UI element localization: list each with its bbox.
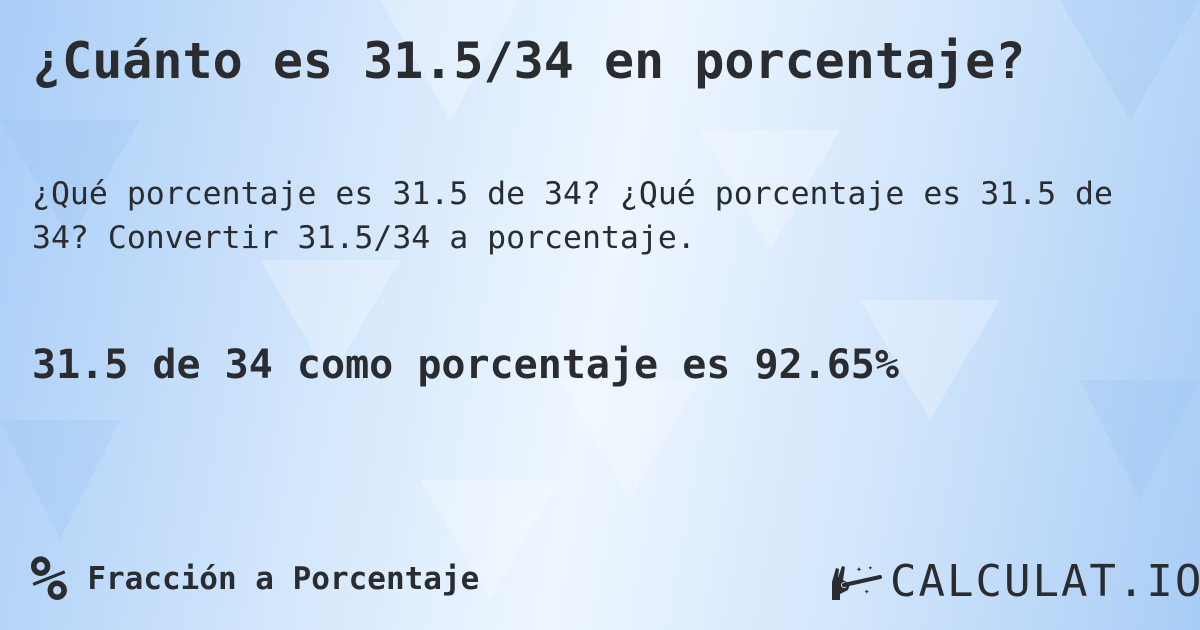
svg-text:✦: ✦ [856, 564, 862, 575]
svg-text:✦: ✦ [864, 587, 870, 597]
page-title: ¿Cuánto es 31.5/34 en porcentaje? [32, 32, 1026, 90]
magic-hand-wand-icon: ✦ ✦ ✦ [832, 563, 882, 600]
category-link[interactable]: % Fracción a Porcentaje [30, 548, 479, 610]
svg-text:✦: ✦ [868, 563, 873, 572]
percent-icon: % [30, 542, 68, 615]
result-text: 31.5 de 34 como porcentaje es 92.65% [32, 342, 899, 388]
logo[interactable]: ✦ ✦ ✦ CALCULAT.IO [828, 556, 1200, 607]
category-label: Fracción a Porcentaje [87, 561, 480, 597]
logo-text: CALCULAT.IO [890, 556, 1200, 607]
description: ¿Qué porcentaje es 31.5 de 34? ¿Qué porc… [32, 176, 1113, 256]
